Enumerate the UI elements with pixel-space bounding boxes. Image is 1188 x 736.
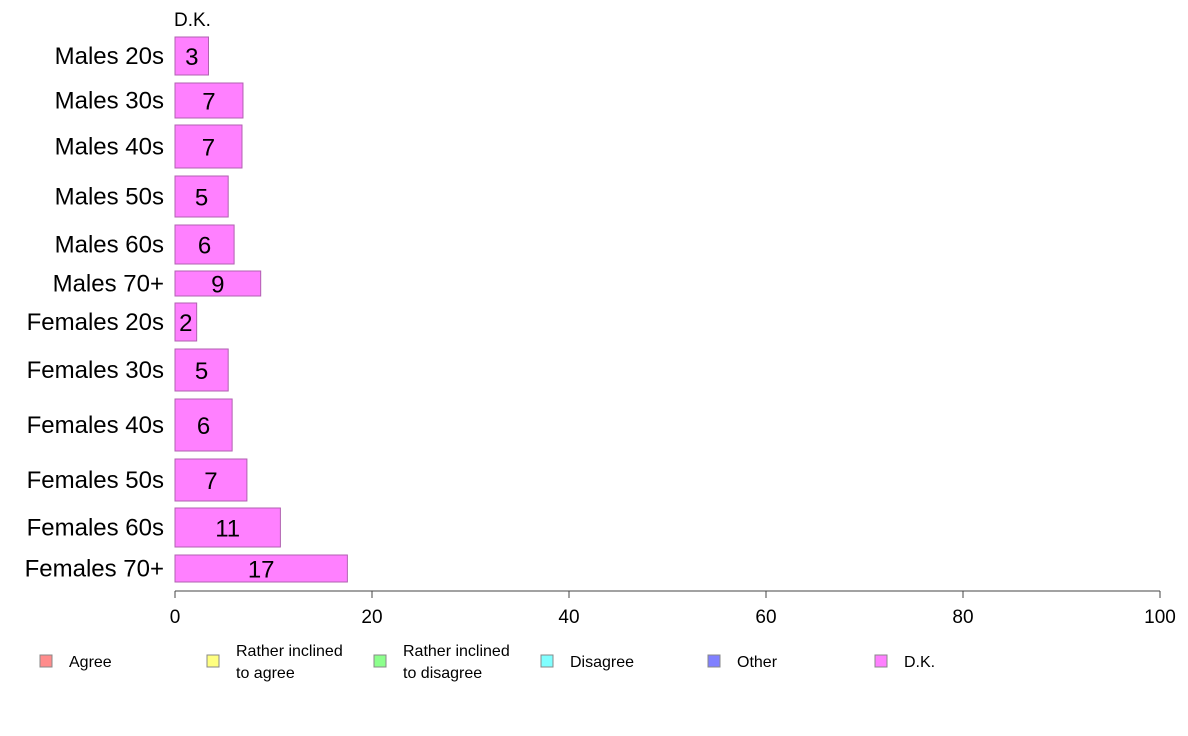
bar — [174, 458, 248, 502]
legend-item: Disagree — [540, 654, 634, 671]
bar — [174, 224, 235, 265]
legend-item: Rather inclined to agree — [206, 643, 343, 682]
value-label: 3 — [185, 44, 198, 71]
category-label: Females 40s — [27, 412, 164, 439]
legend-label: Disagree — [570, 654, 634, 671]
value-label: 5 — [195, 358, 208, 385]
bar — [174, 82, 244, 119]
bar — [174, 507, 281, 548]
column-title: D.K. — [174, 10, 211, 31]
legend-label: Rather inclined — [403, 643, 510, 660]
category-label: Males 50s — [55, 184, 164, 211]
value-label: 7 — [202, 89, 215, 116]
legend-item: Other — [707, 654, 778, 671]
category-label: Females 50s — [27, 467, 164, 494]
legend-swatch — [39, 654, 53, 668]
legend-label: D.K. — [904, 654, 935, 671]
legend-label: Other — [737, 654, 778, 671]
legend-item: Agree — [39, 654, 112, 671]
bar — [174, 124, 243, 169]
value-label: 5 — [195, 185, 208, 212]
category-label: Females 30s — [27, 357, 164, 384]
legend-label: to disagree — [403, 665, 482, 682]
value-label: 7 — [204, 468, 217, 495]
legend-item: Rather inclined to disagree — [373, 643, 510, 682]
category-label: Males 30s — [55, 88, 164, 115]
x-tick-label: 60 — [755, 607, 776, 628]
value-label: 2 — [179, 310, 192, 337]
category-label: Females 70+ — [25, 556, 164, 583]
legend-swatch — [206, 654, 220, 668]
legend-swatch — [707, 654, 721, 668]
value-label: 9 — [211, 272, 224, 299]
bar — [174, 270, 262, 297]
value-label: 6 — [198, 233, 211, 260]
x-tick-label: 20 — [361, 607, 382, 628]
x-tick-label: 80 — [952, 607, 973, 628]
category-label: Males 20s — [55, 43, 164, 70]
legend-label: Rather inclined — [236, 643, 343, 660]
bar — [174, 36, 209, 76]
legend-swatch — [874, 654, 888, 668]
category-label: Males 70+ — [53, 271, 164, 298]
legend-item: D.K. — [874, 654, 935, 671]
legend-label: to agree — [236, 665, 295, 682]
legend-swatch — [540, 654, 554, 668]
value-label: 17 — [248, 557, 275, 584]
bar — [174, 554, 348, 583]
x-tick-label: 40 — [558, 607, 579, 628]
x-tick-label: 100 — [1144, 607, 1176, 628]
value-label: 6 — [197, 413, 210, 440]
bar — [174, 398, 233, 452]
value-label: 7 — [202, 135, 215, 162]
category-label: Females 20s — [27, 309, 164, 336]
legend-label: Agree — [69, 654, 112, 671]
x-tick-label: 0 — [170, 607, 181, 628]
category-label: Males 40s — [55, 134, 164, 161]
bar — [174, 348, 229, 392]
bar — [174, 175, 229, 218]
legend-swatch — [373, 654, 387, 668]
x-axis: 0 20 40 60 80 100 — [170, 590, 1176, 628]
value-label: 11 — [215, 516, 240, 543]
bars-layer: Males 20s 3 Males 30s 7 Males 40s 7 Males 50s 5… — [25, 36, 348, 584]
bar — [174, 302, 198, 342]
category-label: Males 60s — [55, 232, 164, 259]
category-label: Females 60s — [27, 515, 164, 542]
